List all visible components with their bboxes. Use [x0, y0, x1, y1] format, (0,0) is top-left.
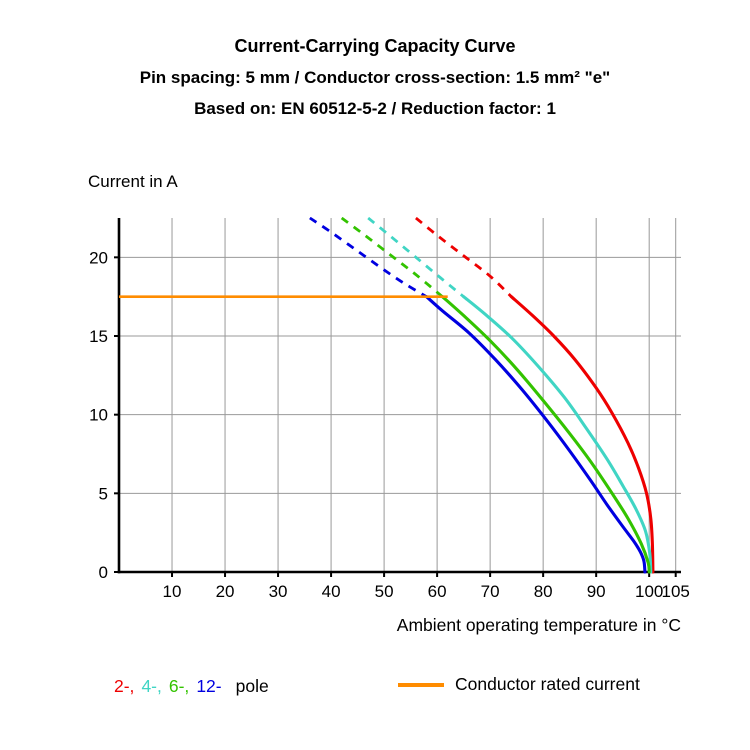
x-tick-label: 100 — [635, 582, 663, 601]
legend-pole-items: 2-, 4-, 6-, 12- — [114, 676, 229, 696]
x-tick-label: 40 — [322, 582, 341, 601]
y-tick-label: 5 — [99, 484, 108, 503]
tick-marks — [114, 256, 677, 577]
x-tick-label: 50 — [375, 582, 394, 601]
x-tick-label: 30 — [269, 582, 288, 601]
y-tick-label: 10 — [89, 406, 108, 425]
rated-current-line-swatch — [398, 682, 444, 687]
chart-subtitle-standard: Based on: EN 60512-5-2 / Reduction facto… — [194, 99, 556, 118]
curve-2-pole-solid — [509, 295, 655, 574]
curve-2-pole-dashed — [415, 217, 513, 298]
legend-item-2-pole: 2-, — [114, 676, 135, 696]
curve-12-pole-solid — [424, 295, 647, 574]
y-tick-label: 15 — [89, 327, 108, 346]
curve-4-pole-solid — [462, 295, 653, 574]
legend-poles: 2-, 4-, 6-, 12- pole — [114, 676, 276, 697]
rated-current-label: Conductor rated current — [455, 674, 640, 694]
x-tick-label: 90 — [587, 582, 606, 601]
x-tick-label: 70 — [481, 582, 500, 601]
legend-rated-current: Conductor rated current — [398, 674, 640, 695]
x-axis-title: Ambient operating temperature in °C — [396, 615, 681, 635]
x-tick-label: 20 — [216, 582, 235, 601]
grid — [119, 218, 681, 572]
x-tick-label: 60 — [428, 582, 447, 601]
y-tick-label: 0 — [99, 563, 108, 582]
curve-6-pole-dashed — [340, 217, 444, 298]
curve-4-pole-dashed — [367, 217, 465, 298]
x-tick-label: 80 — [534, 582, 553, 601]
curves — [309, 217, 655, 574]
curve-6-pole-solid — [440, 295, 651, 574]
legend-item-4-pole: 4-, — [141, 676, 162, 696]
x-tick-label: 105 — [662, 582, 690, 601]
chart-title: Current-Carrying Capacity Curve — [234, 36, 516, 56]
legend-item-12-pole: 12- — [196, 676, 222, 696]
legend-item-6-pole: 6-, — [168, 676, 190, 696]
x-tick-label: 10 — [163, 582, 182, 601]
y-tick-label: 20 — [89, 248, 108, 267]
legend-pole-suffix: pole — [235, 676, 269, 696]
chart-subtitle-pin-spacing: Pin spacing: 5 mm / Conductor cross-sect… — [139, 68, 611, 87]
chart-header: Current-Carrying Capacity Curve Pin spac… — [0, 30, 750, 124]
y-axis-title: Current in A — [88, 172, 178, 191]
